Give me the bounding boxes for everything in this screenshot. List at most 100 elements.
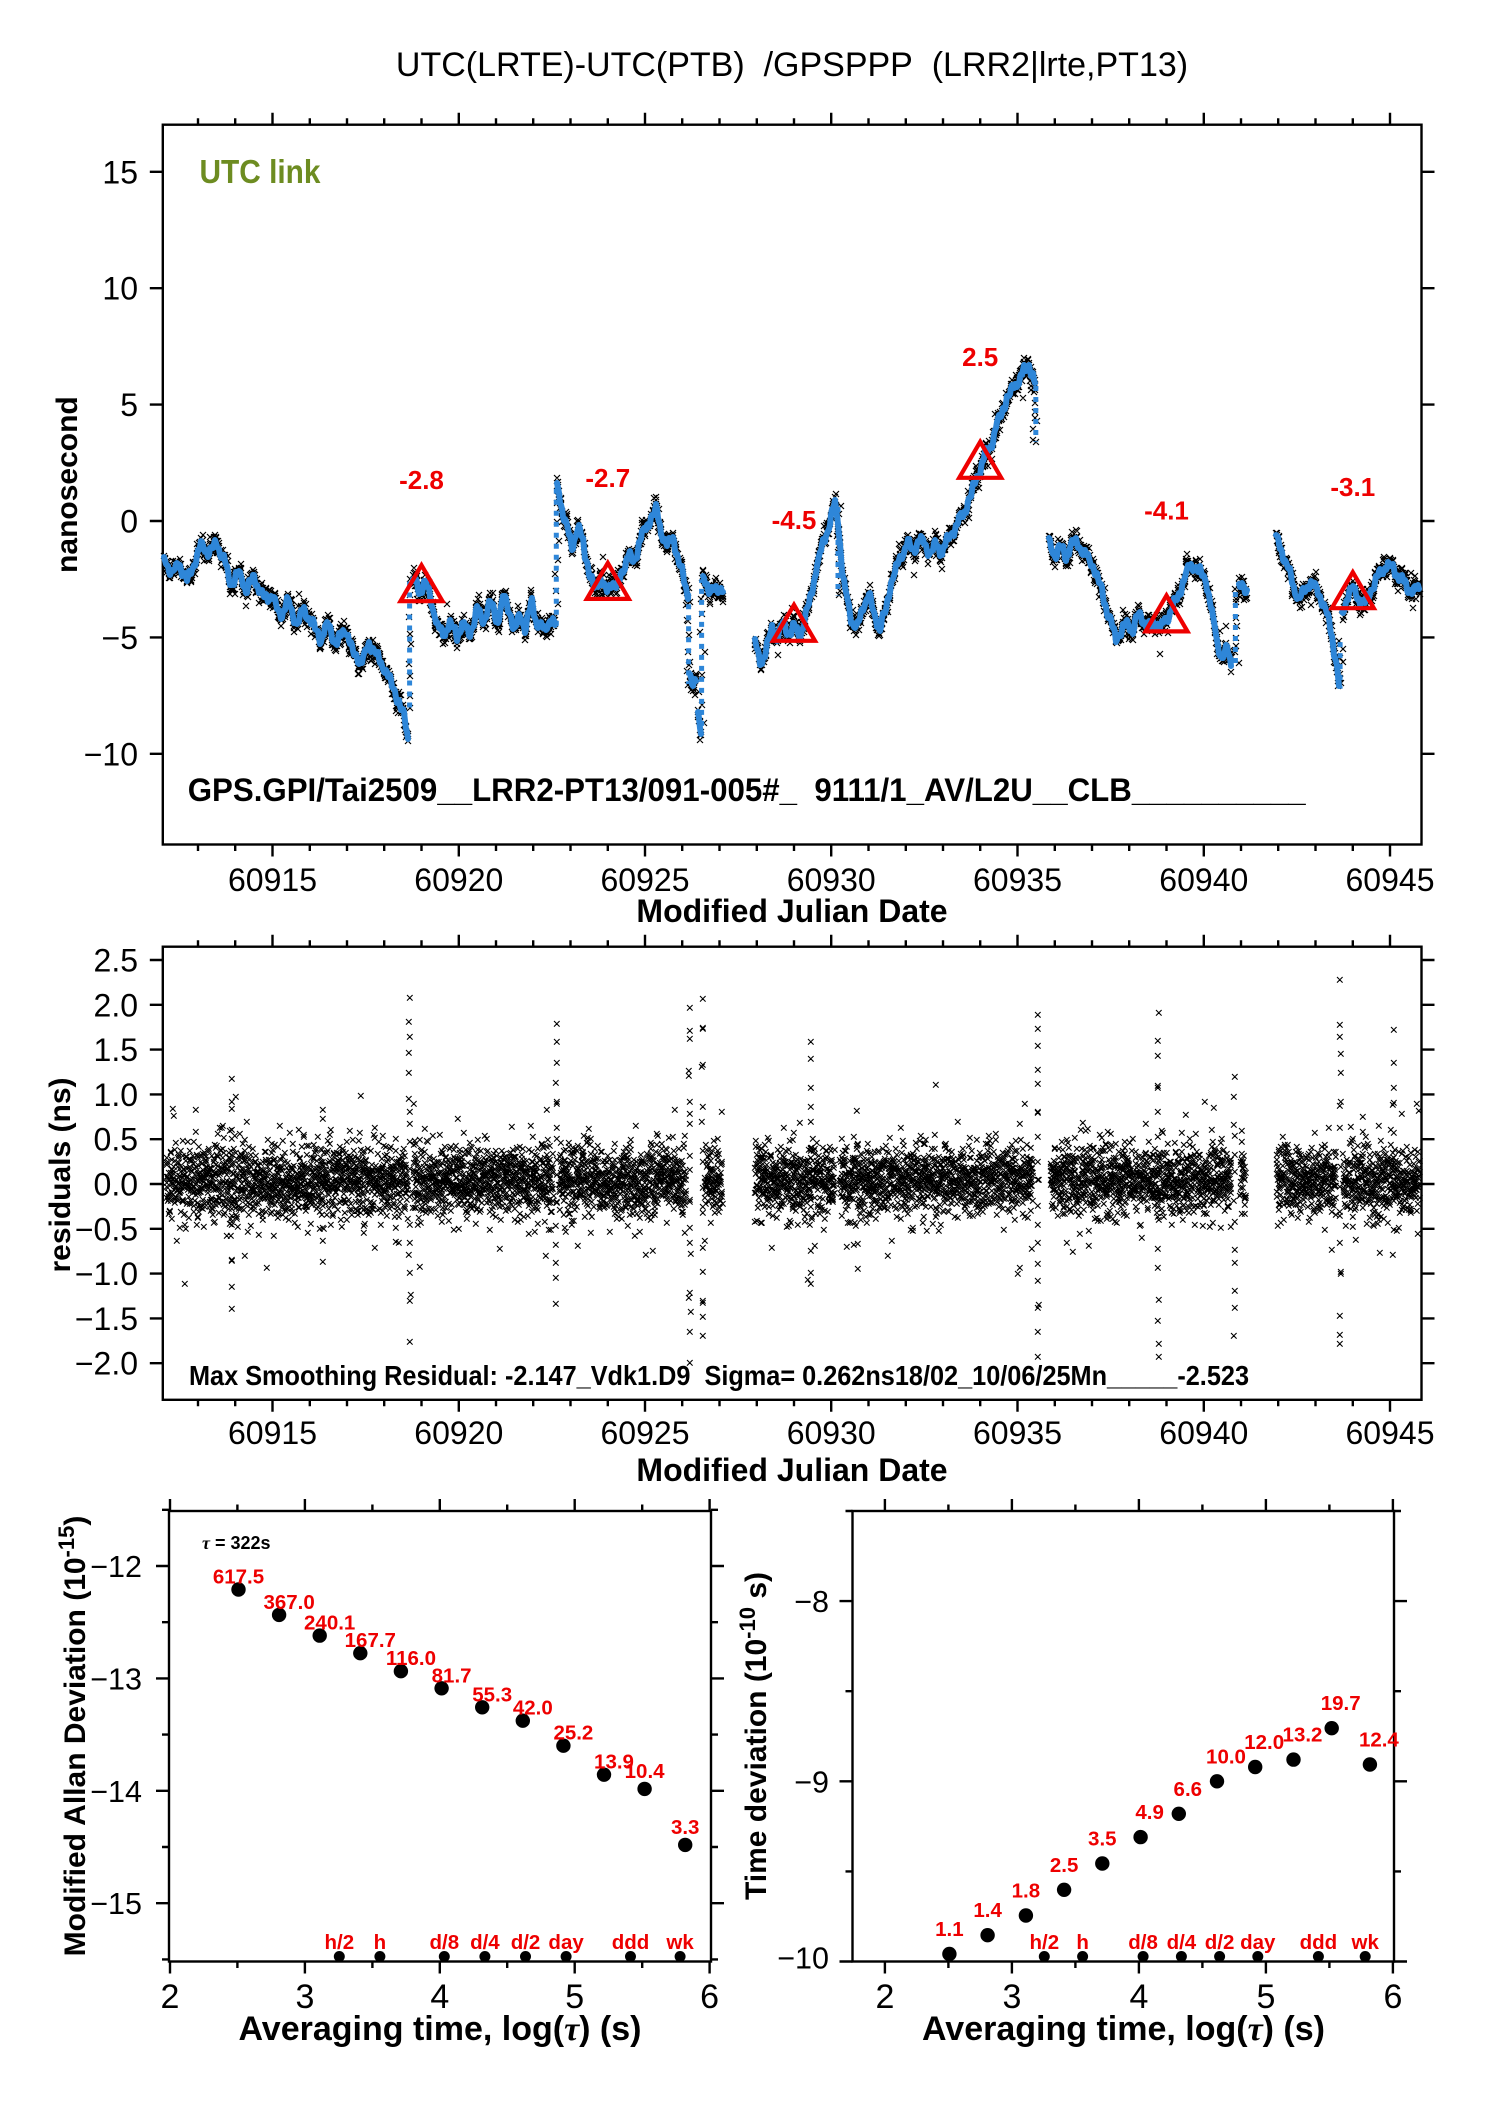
svg-text:−12: −12 xyxy=(90,1550,142,1584)
svg-text:60915: 60915 xyxy=(228,862,317,898)
svg-text:−8: −8 xyxy=(794,1585,829,1619)
svg-text:d/8: d/8 xyxy=(1128,1931,1158,1954)
svg-text:−15: −15 xyxy=(90,1887,142,1921)
svg-text:240.1: 240.1 xyxy=(304,1612,355,1635)
svg-text:Time deviation (10-10 s): Time deviation (10-10 s) xyxy=(735,1572,773,1900)
svg-text:Modified Allan Deviation (10-1: Modified Allan Deviation (10-15) xyxy=(54,1516,92,1957)
svg-text:−13: −13 xyxy=(90,1662,142,1696)
svg-text:60945: 60945 xyxy=(1346,1415,1435,1451)
svg-text:60915: 60915 xyxy=(228,1415,317,1451)
svg-text:3: 3 xyxy=(1002,1978,1021,2016)
svg-text:60930: 60930 xyxy=(787,862,876,898)
svg-text:1.1: 1.1 xyxy=(935,1918,964,1941)
svg-text:d/4: d/4 xyxy=(1167,1931,1197,1954)
svg-text:−2.0: −2.0 xyxy=(75,1346,138,1382)
svg-text:5: 5 xyxy=(565,1978,584,2016)
svg-text:60935: 60935 xyxy=(973,862,1062,898)
svg-text:2.5: 2.5 xyxy=(962,342,998,372)
svg-text:5: 5 xyxy=(120,387,138,423)
svg-text:3: 3 xyxy=(295,1978,314,2016)
svg-text:15: 15 xyxy=(102,154,138,190)
svg-text:d/4: d/4 xyxy=(470,1931,500,1954)
svg-text:1.4: 1.4 xyxy=(973,1899,1002,1922)
svg-text:3.3: 3.3 xyxy=(671,1816,700,1839)
svg-text:day: day xyxy=(548,1931,584,1954)
svg-text:−10: −10 xyxy=(777,1942,829,1976)
svg-text:60925: 60925 xyxy=(601,1415,690,1451)
svg-text:-2.8: -2.8 xyxy=(399,465,444,495)
svg-text:6: 6 xyxy=(1383,1978,1402,2016)
svg-text:0: 0 xyxy=(120,504,138,540)
svg-text:nanosecond: nanosecond xyxy=(51,396,84,573)
svg-text:−9: −9 xyxy=(794,1765,829,1799)
svg-text:60940: 60940 xyxy=(1159,862,1248,898)
svg-text:1.8: 1.8 xyxy=(1012,1880,1041,1903)
svg-text:ddd: ddd xyxy=(1300,1931,1338,1954)
svg-text:10.0: 10.0 xyxy=(1206,1745,1246,1768)
svg-text:wk: wk xyxy=(1351,1931,1380,1954)
svg-text:13.9: 13.9 xyxy=(594,1751,634,1774)
svg-text:25.2: 25.2 xyxy=(553,1722,593,1745)
svg-text:4: 4 xyxy=(430,1978,449,2016)
svg-text:−14: −14 xyxy=(90,1775,142,1809)
svg-text:10.4: 10.4 xyxy=(625,1760,665,1783)
svg-text:h: h xyxy=(374,1931,387,1954)
svg-text:81.7: 81.7 xyxy=(432,1664,472,1687)
svg-text:-2.7: -2.7 xyxy=(585,463,630,493)
svg-text:42.0: 42.0 xyxy=(513,1697,553,1720)
svg-text:GPS.GPI/Tai2509__LRR2-PT13/091: GPS.GPI/Tai2509__LRR2-PT13/091-005#_ 911… xyxy=(188,772,1307,808)
svg-text:60940: 60940 xyxy=(1159,1415,1248,1451)
svg-text:12.0: 12.0 xyxy=(1244,1731,1284,1754)
svg-text:h/2: h/2 xyxy=(324,1931,354,1954)
svg-text:167.7: 167.7 xyxy=(345,1629,396,1652)
svg-text:h/2: h/2 xyxy=(1029,1931,1059,1954)
svg-text:10: 10 xyxy=(102,271,138,307)
svg-text:2.5: 2.5 xyxy=(94,943,138,979)
svg-text:2: 2 xyxy=(161,1978,180,2016)
svg-text:3.5: 3.5 xyxy=(1088,1828,1117,1851)
svg-text:1.0: 1.0 xyxy=(94,1077,138,1113)
svg-text:d/2: d/2 xyxy=(511,1931,541,1954)
svg-text:4: 4 xyxy=(1129,1978,1148,2016)
svg-text:-3.1: -3.1 xyxy=(1330,472,1375,502)
svg-text:ddd: ddd xyxy=(612,1931,650,1954)
svg-text:0.0: 0.0 xyxy=(94,1167,138,1203)
svg-text:Max Smoothing Residual: -2.147: Max Smoothing Residual: -2.147_Vdk1.D9 S… xyxy=(189,1360,1249,1391)
svg-text:4.9: 4.9 xyxy=(1135,1801,1164,1824)
svg-text:−1.0: −1.0 xyxy=(75,1256,138,1292)
svg-text:116.0: 116.0 xyxy=(386,1647,436,1670)
svg-text:6.6: 6.6 xyxy=(1174,1778,1203,1801)
svg-text:−5: −5 xyxy=(102,620,138,656)
svg-text:-4.1: -4.1 xyxy=(1144,495,1189,525)
svg-text:6: 6 xyxy=(700,1978,719,2016)
svg-text:-4.5: -4.5 xyxy=(772,505,817,535)
svg-text:2: 2 xyxy=(875,1978,894,2016)
svg-text:Averaging time, log(τ) (s): Averaging time, log(τ) (s) xyxy=(922,2010,1325,2048)
svg-text:5: 5 xyxy=(1256,1978,1275,2016)
svg-text:367.0: 367.0 xyxy=(263,1591,314,1614)
svg-text:−0.5: −0.5 xyxy=(75,1211,138,1247)
svg-text:60935: 60935 xyxy=(973,1415,1062,1451)
svg-text:2.5: 2.5 xyxy=(1050,1854,1079,1877)
svg-text:τ = 322s: τ = 322s xyxy=(202,1533,271,1553)
svg-text:−1.5: −1.5 xyxy=(75,1301,138,1337)
svg-text:d/2: d/2 xyxy=(1205,1931,1235,1954)
svg-text:60945: 60945 xyxy=(1346,862,1435,898)
svg-text:60925: 60925 xyxy=(601,862,690,898)
svg-text:0.5: 0.5 xyxy=(94,1122,138,1158)
svg-text:day: day xyxy=(1240,1931,1276,1954)
svg-text:wk: wk xyxy=(665,1931,694,1954)
svg-text:12.4: 12.4 xyxy=(1359,1729,1399,1752)
svg-text:1.5: 1.5 xyxy=(94,1032,138,1068)
svg-text:UTC(LRTE)-UTC(PTB) /GPSPPP (: UTC(LRTE)-UTC(PTB) /GPSPPP (LRR2|lrte,PT… xyxy=(396,46,1188,84)
svg-text:60930: 60930 xyxy=(787,1415,876,1451)
svg-text:d/8: d/8 xyxy=(429,1931,459,1954)
svg-text:h: h xyxy=(1076,1931,1089,1954)
svg-text:residuals (ns): residuals (ns) xyxy=(44,1077,77,1272)
svg-text:UTC link: UTC link xyxy=(200,153,322,190)
svg-text:13.2: 13.2 xyxy=(1283,1724,1323,1747)
svg-text:19.7: 19.7 xyxy=(1321,1692,1361,1715)
svg-text:55.3: 55.3 xyxy=(472,1683,512,1706)
svg-text:617.5: 617.5 xyxy=(213,1566,264,1589)
svg-text:Modified Julian Date: Modified Julian Date xyxy=(636,893,947,929)
